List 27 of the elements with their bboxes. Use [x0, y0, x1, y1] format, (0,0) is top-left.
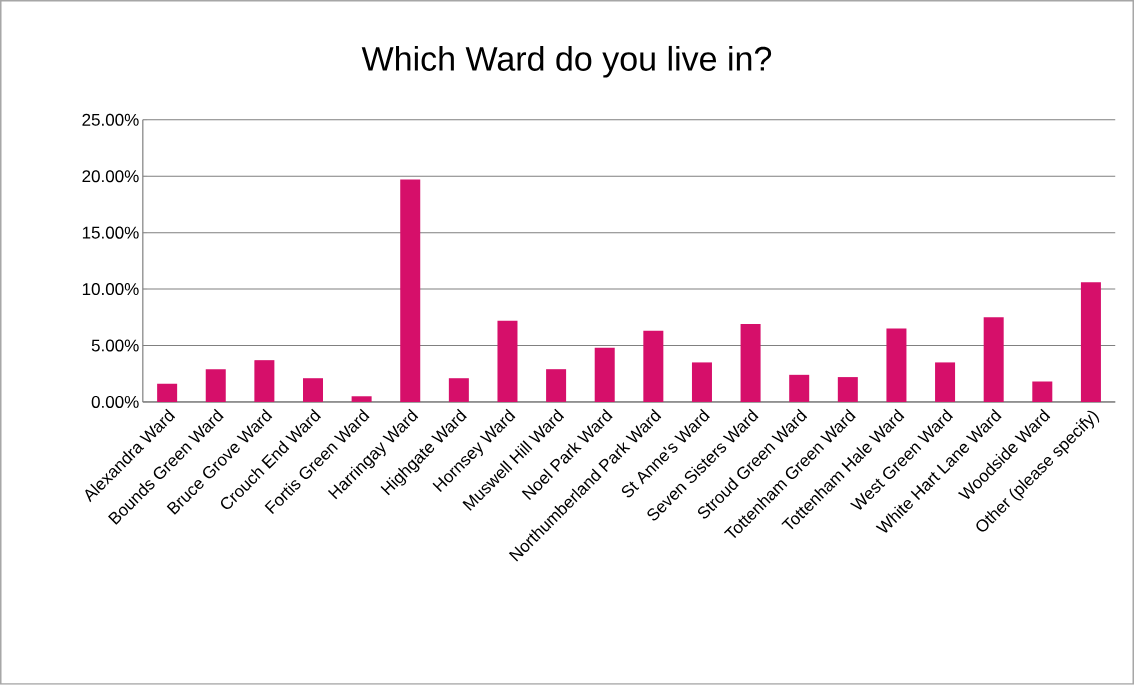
bar — [1032, 381, 1053, 403]
y-tick-label: 25.00% — [82, 113, 139, 126]
y-tick-label: 10.00% — [82, 283, 139, 296]
bar — [448, 378, 469, 403]
bar — [983, 317, 1004, 403]
bar — [886, 328, 907, 403]
bar — [740, 324, 761, 403]
chart-title: Which Ward do you live in? — [361, 46, 772, 78]
bar — [643, 330, 664, 403]
bar — [351, 396, 372, 403]
bar — [594, 347, 615, 403]
bar — [205, 369, 226, 403]
y-tick-label: 0.00% — [91, 396, 139, 409]
bar — [400, 179, 421, 403]
bar — [935, 362, 956, 403]
y-tick-label: 15.00% — [82, 226, 139, 239]
bar — [1080, 282, 1101, 403]
bar — [497, 320, 518, 403]
y-tick-label: 5.00% — [91, 339, 139, 352]
y-tick-label: 20.00% — [82, 170, 139, 183]
bar — [157, 383, 178, 403]
bar — [789, 374, 810, 403]
bar — [302, 378, 323, 403]
bar — [254, 360, 275, 403]
bar — [691, 362, 712, 403]
bar — [546, 369, 567, 403]
bar — [837, 377, 858, 403]
